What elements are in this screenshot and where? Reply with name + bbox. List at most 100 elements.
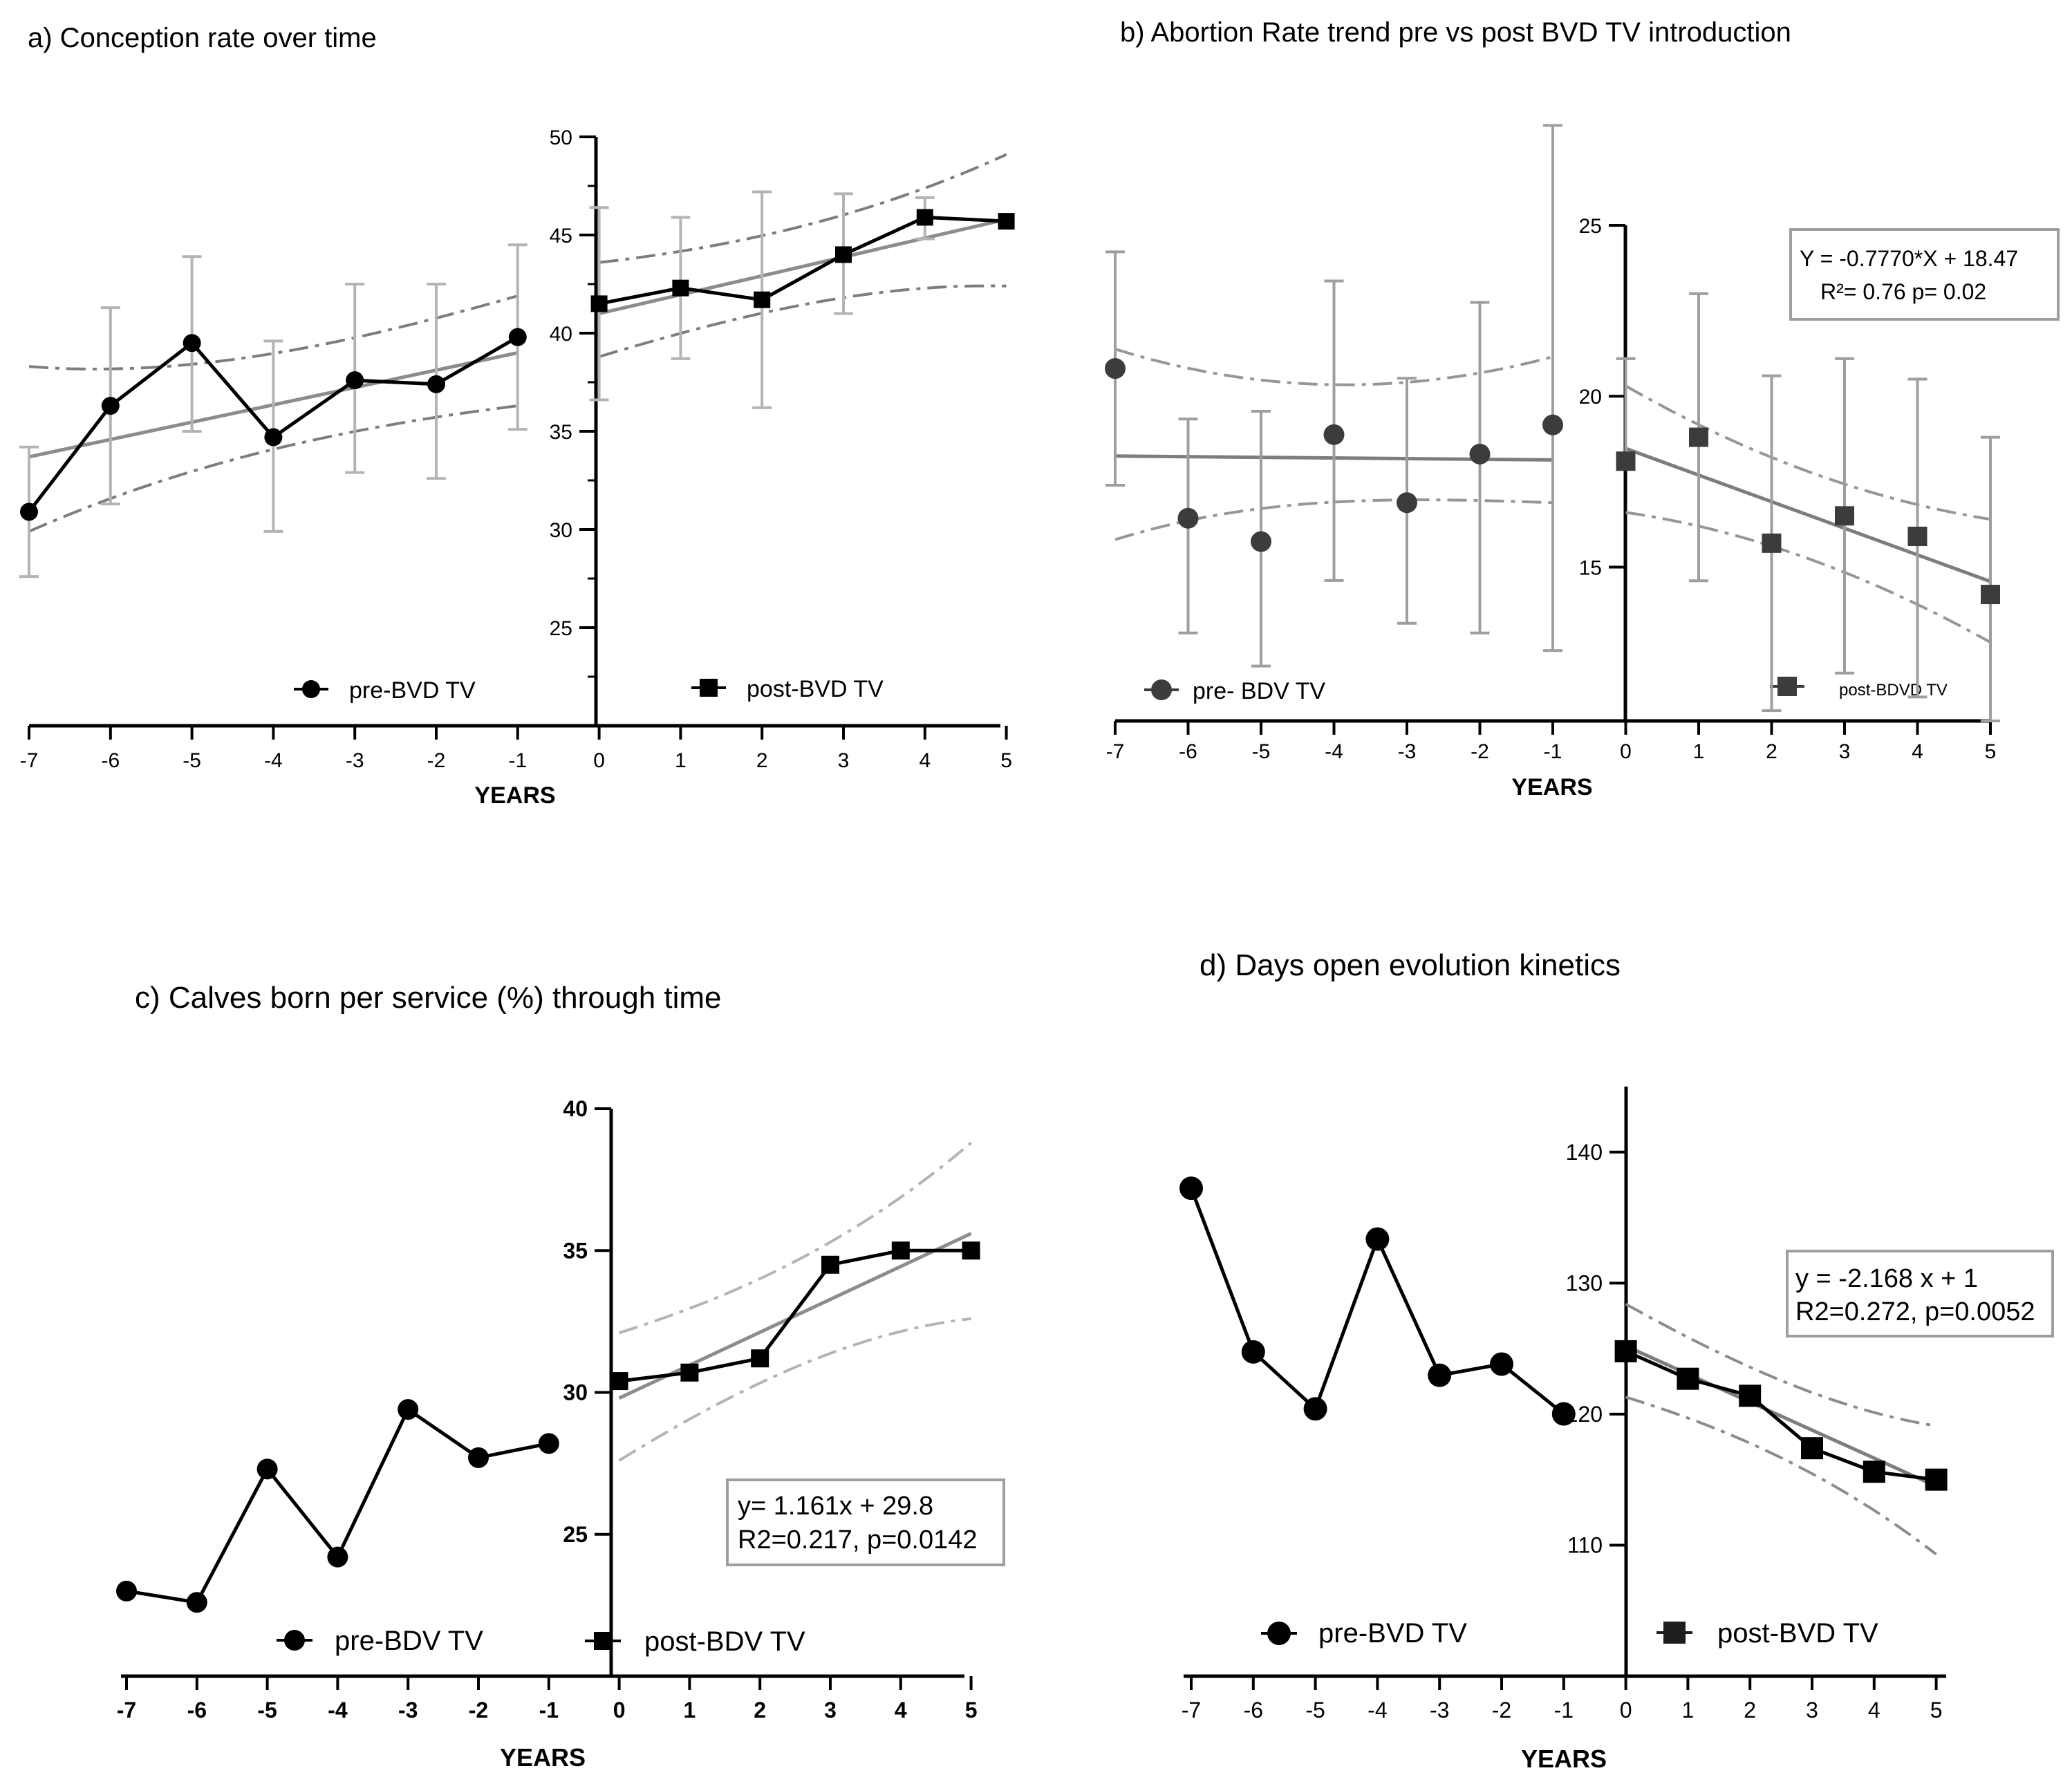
x-tick-label: -4: [1368, 1698, 1387, 1722]
legend-post-label: post-BVD TV: [747, 676, 884, 702]
data-point: [116, 1580, 137, 1602]
confidence-band-upper: [1114, 348, 1553, 386]
x-tick-label: -2: [1492, 1698, 1511, 1722]
data-point: [821, 1255, 839, 1274]
data-point: [264, 428, 283, 447]
data-point: [538, 1433, 559, 1454]
y-tick-label: 40: [550, 323, 572, 346]
x-tick-label: 5: [1000, 749, 1012, 772]
data-point: [101, 397, 120, 415]
data-point: [998, 213, 1015, 230]
x-tick-label: 5: [965, 1698, 978, 1722]
x-tick-label: -3: [1430, 1698, 1449, 1722]
legend-post-label: post-BDVD TV: [1839, 681, 1948, 699]
legend-post-marker: [1770, 677, 1804, 696]
data-point: [20, 503, 38, 521]
legend-post-marker: [585, 1632, 621, 1650]
data-point: [835, 246, 852, 263]
x-tick-label: 1: [675, 749, 687, 772]
data-point: [1542, 414, 1563, 435]
panel-d-title: d) Days open evolution kinetics: [1200, 948, 1621, 982]
data-point: [183, 334, 201, 353]
x-tick-label: 1: [1682, 1698, 1695, 1722]
y-tick-label: 110: [1567, 1532, 1603, 1557]
x-tick-label: -2: [427, 749, 446, 772]
legend-pre-label: pre-BDV TV: [335, 1626, 483, 1656]
x-tick-label: 4: [919, 749, 931, 772]
series-line: [126, 1407, 550, 1605]
data-point: [1801, 1437, 1823, 1460]
y-tick-label: 30: [550, 519, 572, 542]
y-tick-label: 45: [550, 225, 572, 247]
data-point: [1907, 526, 1928, 546]
regression-line: [1625, 1344, 1937, 1488]
data-point: [680, 1363, 699, 1382]
x-tick-label: 2: [754, 1698, 766, 1722]
panel-d-annotation: y = -2.168 x + 1 R2=0.272, p=0.0052: [1786, 1250, 2054, 1337]
panel-b-xlabel: YEARS: [1511, 774, 1592, 800]
data-point: [1469, 443, 1491, 464]
x-tick-label: -7: [20, 749, 39, 772]
data-point: [916, 209, 933, 226]
confidence-band-upper: [618, 1141, 972, 1335]
panel-d: d) Days open evolution kinetics YEARS y …: [1200, 948, 2054, 1773]
x-tick-label: -7: [117, 1698, 136, 1722]
panel-c: c) Calves born per service (%) through t…: [135, 981, 1005, 1772]
data-point: [1397, 492, 1417, 514]
data-point: [590, 295, 608, 312]
x-tick-label: -5: [183, 749, 201, 772]
confidence-band-lower: [599, 284, 1007, 359]
data-point: [754, 291, 771, 308]
x-tick-label: 3: [1839, 740, 1851, 763]
y-tick-label: 130: [1566, 1270, 1603, 1295]
legend-post-marker: [691, 679, 726, 697]
data-point: [1179, 1176, 1203, 1201]
x-tick-label: -3: [1398, 740, 1417, 763]
legend-post-marker: [1656, 1622, 1692, 1644]
panel-c-title: c) Calves born per service (%) through t…: [135, 981, 722, 1015]
data-point: [398, 1399, 419, 1420]
x-tick-label: -4: [264, 749, 283, 772]
legend-pre-label: pre-BVD TV: [1318, 1618, 1467, 1649]
x-tick-label: 4: [895, 1698, 907, 1722]
x-tick-label: 0: [613, 1698, 626, 1722]
y-tick-label: 15: [1579, 556, 1602, 579]
data-point: [1677, 1367, 1699, 1390]
x-tick-label: -5: [1252, 740, 1271, 763]
data-point: [1863, 1461, 1885, 1483]
x-tick-label: -6: [187, 1698, 207, 1722]
regression-line: [599, 217, 1007, 316]
y-tick-label: 40: [563, 1096, 588, 1121]
x-tick-label: -6: [101, 749, 120, 772]
data-point: [1689, 427, 1708, 447]
plot-c: -7 -6 -5 -4 -3 -2 -1 0 1 2 3 4 5 25 30 35 40: [116, 1096, 980, 1722]
legend-pre-label: pre-BVD TV: [349, 677, 476, 704]
x-tick-label: 0: [1620, 740, 1632, 763]
data-point: [751, 1349, 769, 1368]
data-point: [891, 1241, 910, 1260]
y-tick-label: 20: [1579, 386, 1602, 409]
y-tick-label: 35: [563, 1238, 588, 1263]
panel-b-stats: R²= 0.76 p= 0.02: [1820, 279, 1986, 304]
data-point: [427, 375, 445, 393]
data-point: [1428, 1363, 1452, 1387]
x-tick-label: 2: [756, 749, 768, 772]
x-tick-label: -2: [1471, 740, 1489, 763]
x-tick-label: 5: [1930, 1698, 1943, 1722]
data-point: [1251, 531, 1271, 552]
legend-post-label: post-BDV TV: [644, 1626, 805, 1657]
panel-c-stats: R2=0.217, p=0.0142: [738, 1525, 978, 1555]
panel-d-legend: pre-BVD TV post-BVD TV: [1261, 1618, 1878, 1649]
legend-pre-marker: [1261, 1622, 1297, 1645]
x-tick-label: 1: [684, 1698, 696, 1722]
data-point: [1490, 1352, 1513, 1376]
x-tick-label: -6: [1179, 740, 1197, 763]
x-tick-label: 0: [593, 749, 605, 772]
panel-a-title: a) Conception rate over time: [28, 23, 377, 53]
panel-b: b) Abortion Rate trend pre vs post BVD T…: [1120, 17, 2060, 800]
x-tick-label: -7: [1106, 740, 1125, 763]
x-tick-label: -1: [1554, 1698, 1574, 1722]
